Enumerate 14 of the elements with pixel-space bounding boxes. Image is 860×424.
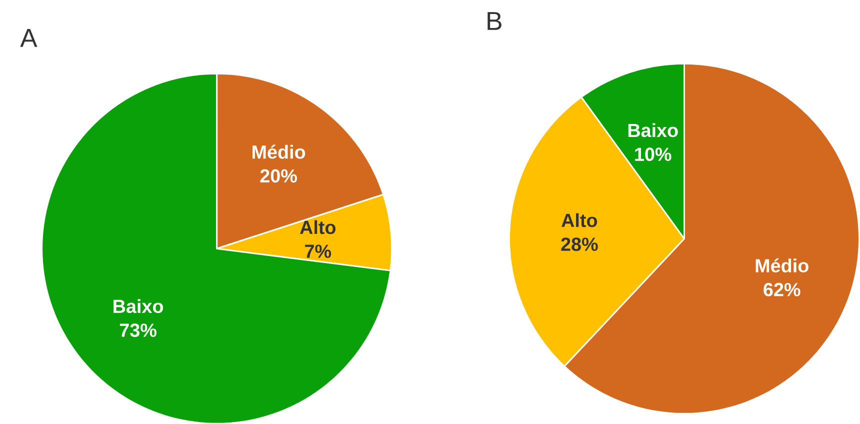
data-label: 62% [764, 282, 800, 296]
chart-title: B [488, 12, 502, 30]
chart-title: A [20, 28, 38, 47]
slice-label: Alto [562, 213, 598, 227]
data-label: 28% [561, 237, 598, 251]
slice-label: Baixo [628, 123, 678, 137]
data-label: 7% [305, 244, 332, 258]
slice-label: Médio [252, 144, 306, 159]
data-label: 73% [120, 323, 156, 337]
slice-label: Alto [300, 220, 336, 234]
data-label: 20% [260, 169, 297, 182]
slice-label: Baixo [114, 298, 164, 313]
slice-label: Médio [756, 258, 808, 272]
data-label: 10% [635, 147, 672, 161]
